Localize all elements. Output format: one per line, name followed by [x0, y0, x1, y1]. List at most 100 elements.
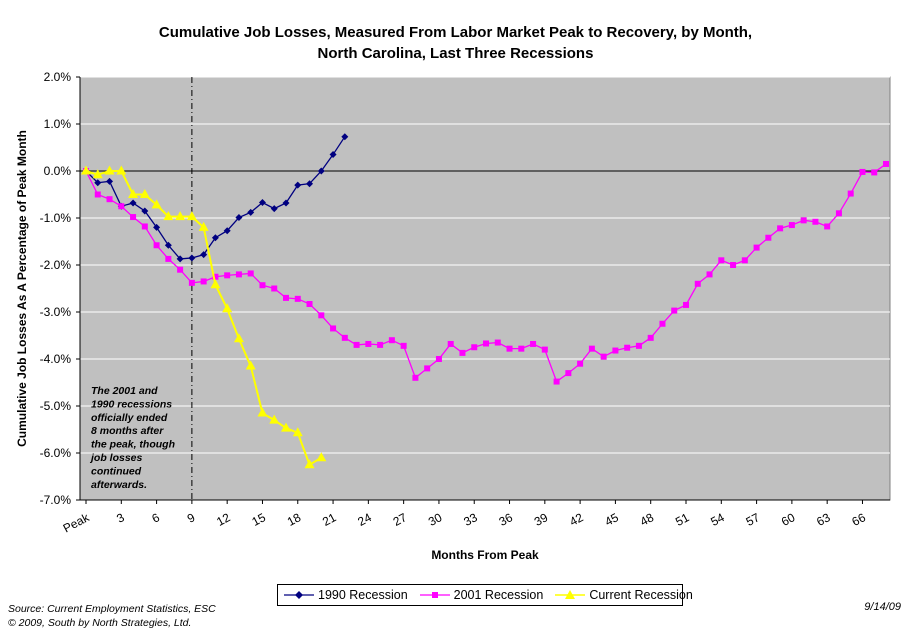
data-point — [269, 414, 280, 424]
data-point — [235, 214, 243, 222]
data-point — [175, 211, 186, 221]
data-point — [94, 179, 102, 187]
data-point — [447, 340, 454, 347]
data-point — [235, 271, 242, 278]
data-point — [483, 340, 489, 347]
data-point — [104, 165, 115, 175]
data-point — [317, 167, 325, 175]
data-point — [800, 217, 807, 224]
x-tick-label: 27 — [391, 510, 410, 529]
data-point — [541, 346, 548, 353]
source-text: Source: Current Employment Statistics, E… — [8, 603, 216, 615]
data-point — [835, 210, 842, 217]
data-point — [141, 207, 149, 215]
data-point — [494, 339, 501, 346]
data-point — [212, 273, 219, 280]
data-point — [247, 208, 255, 216]
data-point — [318, 312, 325, 319]
chart-title-line2: North Carolina, Last Three Recessions — [317, 45, 594, 62]
data-point — [247, 270, 254, 277]
data-point — [330, 325, 337, 332]
data-point — [200, 251, 208, 259]
y-tick-label: -7.0% — [40, 493, 72, 507]
date-stamp: 9/14/09 — [864, 601, 901, 613]
series-group — [81, 133, 889, 469]
data-point — [435, 356, 442, 362]
data-point — [530, 340, 537, 347]
legend-label-current: Current Recession — [589, 588, 693, 602]
x-tick-label: 6 — [150, 510, 163, 526]
data-point — [163, 211, 174, 221]
source-note: Source: Current Employment Statistics, E… — [8, 602, 216, 630]
data-point — [141, 223, 148, 230]
annotation-line: 8 months after — [91, 425, 164, 437]
y-tick-label: -2.0% — [40, 258, 72, 272]
data-point — [847, 190, 854, 197]
x-tick-label: 54 — [708, 510, 727, 529]
data-point — [635, 342, 642, 349]
data-point — [128, 189, 139, 198]
data-point — [400, 342, 407, 349]
data-point — [588, 345, 595, 352]
data-point — [165, 255, 172, 262]
data-point — [283, 294, 289, 301]
x-tick-label: 18 — [285, 510, 304, 529]
data-point — [365, 340, 372, 347]
data-point — [459, 349, 466, 356]
y-tick-label: -4.0% — [40, 352, 72, 366]
data-point — [129, 199, 137, 207]
legend-item-1990: 1990 Recession — [284, 588, 408, 602]
data-point — [200, 278, 207, 285]
data-point — [388, 337, 395, 344]
y-axis-ticks: 2.0% 1.0% 0.0% -1.0% -2.0% -3.0% -4.0% -5.0% -6.… — [40, 70, 81, 507]
x-tick-label: 15 — [250, 510, 269, 529]
data-point — [224, 272, 231, 279]
data-point — [671, 307, 678, 314]
chart-title-line1: Cumulative Job Losses, Measured From Lab… — [158, 24, 753, 41]
data-point — [518, 345, 525, 352]
annotation-text: The 2001 and 1990 recessions officially en… — [89, 385, 175, 491]
chart-title: Cumulative Job Losses, Measured From Lab… — [0, 22, 911, 64]
annotation-line: the peak, though — [91, 439, 175, 451]
x-tick-label: 63 — [814, 510, 833, 529]
data-point — [329, 151, 337, 159]
y-tick-label: 0.0% — [44, 164, 72, 178]
data-point — [788, 222, 795, 229]
data-point — [282, 199, 290, 207]
data-point — [270, 205, 278, 213]
x-tick-label: 36 — [497, 510, 516, 529]
data-point — [92, 169, 103, 179]
data-point — [116, 165, 127, 175]
x-tick-label: 24 — [355, 510, 374, 529]
data-point — [730, 262, 737, 268]
data-point — [94, 191, 101, 198]
data-point — [258, 198, 266, 206]
annotation-line: continued — [91, 465, 142, 477]
data-point — [812, 218, 819, 225]
data-point — [600, 353, 607, 360]
x-tick-label: 39 — [532, 510, 551, 529]
x-tick-label: 3 — [114, 510, 127, 526]
data-point — [139, 189, 150, 198]
x-tick-label: 51 — [673, 510, 692, 529]
data-point — [506, 345, 513, 352]
x-tick-label: 30 — [426, 510, 445, 529]
data-point — [659, 320, 666, 327]
annotation-line: job losses — [89, 452, 143, 464]
y-tick-label: -6.0% — [40, 446, 72, 460]
square-marker-icon — [419, 592, 450, 598]
data-point — [281, 422, 291, 432]
y-tick-label: -1.0% — [40, 211, 72, 225]
x-tick-label: 12 — [214, 510, 233, 529]
data-point — [341, 133, 349, 141]
data-point — [176, 255, 184, 263]
data-point — [294, 181, 302, 189]
annotation-line: officially ended — [91, 412, 168, 424]
data-point — [186, 211, 197, 221]
data-point — [151, 199, 162, 209]
data-point — [753, 244, 760, 251]
data-point — [222, 303, 233, 313]
triangle-marker-icon — [555, 590, 586, 599]
data-point — [223, 227, 231, 235]
